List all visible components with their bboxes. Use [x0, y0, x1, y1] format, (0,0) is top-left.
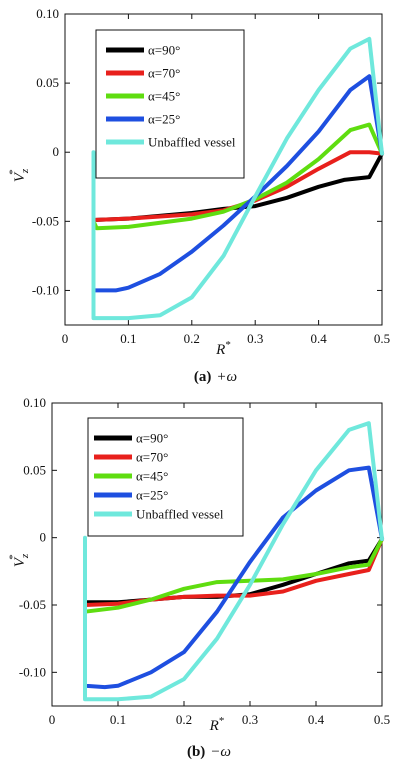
chart-panel-a: 0 0.1 0.2 0.3 0.4 0.5 0.10 0.05 0 -0.05 -0.10 α=90°…: [7, 6, 390, 385]
panel-caption-label: (b): [187, 744, 205, 760]
legend-label: α=45°: [148, 89, 180, 104]
y-axis-label-main: V: [12, 171, 28, 182]
legend-box: [95, 29, 245, 179]
y-axis-label: Vz*: [7, 168, 31, 182]
panel-caption: (a) +ω: [194, 369, 237, 385]
legend: α=90° α=70° α=45° α=25° Unbaffled vessel: [87, 417, 244, 537]
y-tick-label: -0.10: [19, 664, 46, 679]
legend-label: α=45°: [136, 469, 168, 484]
y-tick-label: 0: [40, 530, 47, 545]
y-axis-label-sub: z: [19, 168, 31, 174]
y-axis-label-sup: *: [7, 554, 19, 560]
legend-label: Unbaffled vessel: [136, 507, 224, 522]
series-line-4: [91, 36, 384, 321]
x-axis-label: R*: [209, 715, 225, 734]
plot-frame: [51, 402, 383, 707]
legend: α=90° α=70° α=45° α=25° Unbaffled vessel: [95, 29, 245, 179]
x-axis-label-sup: *: [225, 339, 231, 351]
y-tick-label: 0.10: [23, 395, 46, 410]
legend-label: α=90°: [148, 43, 180, 58]
y-tick-label: -0.05: [32, 213, 59, 228]
x-tick-label: 0.3: [247, 331, 263, 346]
y-tick-label: -0.05: [19, 597, 46, 612]
x-tick-label: 0: [49, 712, 56, 727]
legend-label: α=25°: [136, 488, 168, 503]
series-line-3: [91, 74, 384, 293]
x-tick-label: 0.2: [184, 331, 200, 346]
x-tick-label: 0.1: [110, 712, 126, 727]
y-axis-label-sub: z: [19, 553, 31, 559]
x-axis-label-main: R: [215, 342, 225, 358]
x-tick-label: 0.2: [176, 712, 192, 727]
panel-caption-text: +ω: [216, 369, 237, 385]
y-tick-label: 0.05: [23, 462, 46, 477]
x-tick-label: 0: [62, 331, 69, 346]
x-tick-label: 0.4: [310, 331, 327, 346]
x-tick-label: 0.5: [374, 712, 390, 727]
series-line-3: [83, 465, 384, 690]
x-axis-label-main: R: [209, 718, 219, 734]
x-tick-label: 0.5: [374, 331, 390, 346]
y-axis-label: Vz*: [7, 553, 31, 567]
x-tick-label: 0.1: [120, 331, 136, 346]
x-axis-label: R*: [215, 339, 231, 358]
panel-caption: (b) −ω: [187, 744, 231, 760]
panel-caption-label: (a): [194, 369, 212, 385]
y-axis-label-main: V: [12, 556, 28, 567]
legend-label: α=90°: [136, 431, 168, 446]
chart-panel-b: 0 0.1 0.2 0.3 0.4 0.5 0.10 0.05 0 -0.05 -0.10 α=90°…: [7, 395, 390, 760]
y-tick-label: 0.05: [36, 75, 59, 90]
y-tick-label: 0.10: [36, 6, 59, 21]
legend-label: Unbaffled vessel: [148, 135, 236, 150]
series-line-2: [83, 537, 384, 614]
series-line-4: [83, 421, 384, 702]
y-tick-label: 0: [53, 144, 60, 159]
x-axis-label-sup: *: [219, 715, 225, 727]
legend-label: α=70°: [148, 66, 180, 81]
x-tick-label: 0.3: [242, 712, 258, 727]
y-axis-label-sup: *: [7, 169, 19, 175]
panel-caption-text: −ω: [210, 744, 231, 760]
x-tick-label: 0.4: [308, 712, 325, 727]
y-tick-label: -0.10: [32, 282, 59, 297]
plot-frame: [64, 13, 383, 326]
series-line-2: [91, 122, 384, 231]
series-line-1: [83, 537, 384, 614]
legend-label: α=25°: [148, 112, 180, 127]
legend-label: α=70°: [136, 450, 168, 465]
